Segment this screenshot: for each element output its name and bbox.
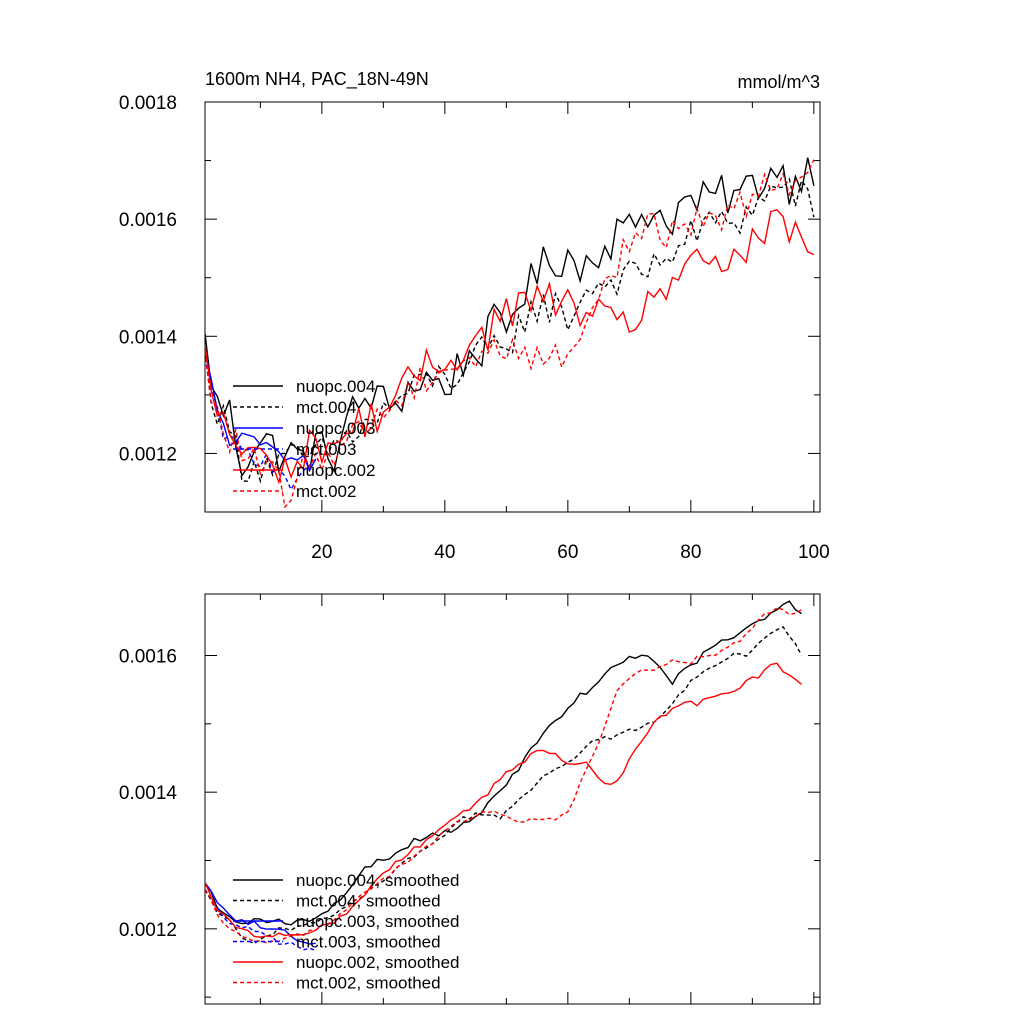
x-tick-label: 80 <box>680 542 701 563</box>
top-x-tick-labels: 20 40 60 80 100 <box>311 542 829 563</box>
legend-label-mct-002-smoothed: mct.002, smoothed <box>296 974 441 993</box>
y-tick-label: 0.0018 <box>119 93 177 114</box>
legend-label-nuopc-004: nuopc.004 <box>296 377 375 396</box>
legend-label-mct-003: mct.003 <box>296 440 356 459</box>
legend-label-nuopc-004-smoothed: nuopc.004, smoothed <box>296 871 460 890</box>
legend-label-nuopc-002-smoothed: nuopc.002, smoothed <box>296 953 460 972</box>
legend-label-mct-004-smoothed: mct.004, smoothed <box>296 892 441 911</box>
bottom-series-lines <box>205 600 803 952</box>
top-panel: 1600m NH4, PAC_18N-49N mmol/m^3 20 40 60 80… <box>119 69 830 563</box>
x-tick-label: 60 <box>557 542 578 563</box>
series-line-nuopc-003-smoothed <box>205 882 316 945</box>
y-tick-label: 0.0014 <box>119 783 178 804</box>
top-y-tick-labels: 0.0012 0.0014 0.0016 0.0018 <box>119 93 178 465</box>
y-tick-label: 0.0014 <box>119 327 178 348</box>
bottom-y-tick-labels: 0.0012 0.0014 0.0016 <box>119 647 178 941</box>
bottom-axis-ticks <box>205 594 820 1004</box>
series-line-mct-002-smoothed <box>205 606 802 944</box>
top-plot-frame <box>204 101 821 513</box>
x-tick-label: 100 <box>798 542 830 563</box>
series-line-nuopc-002 <box>205 209 815 485</box>
top-legend: nuopc.004 mct.004 nuopc.003 mct.003 nuopc.00… <box>233 377 375 501</box>
series-line-mct-004-smoothed <box>205 626 803 945</box>
y-tick-label: 0.0016 <box>119 647 177 668</box>
legend-label-nuopc-003: nuopc.003 <box>296 419 375 438</box>
x-tick-label: 20 <box>311 542 332 563</box>
bottom-plot-frame <box>204 593 821 1005</box>
legend-label-mct-003-smoothed: mct.003, smoothed <box>296 933 441 952</box>
x-tick-label: 40 <box>434 542 455 563</box>
legend-label-mct-002: mct.002 <box>296 482 356 501</box>
top-axis-ticks <box>205 101 820 513</box>
legend-label-nuopc-002: nuopc.002 <box>296 461 375 480</box>
y-tick-label: 0.0012 <box>119 920 177 941</box>
bottom-panel: 0.0012 0.0014 0.0016 nuopc.004, smoothed mc… <box>119 593 821 1005</box>
y-tick-label: 0.0012 <box>119 444 177 465</box>
legend-label-mct-004: mct.004 <box>296 398 356 417</box>
units-label: mmol/m^3 <box>738 72 820 92</box>
series-line-mct-004 <box>205 177 815 484</box>
series-line-nuopc-002-smoothed <box>205 662 802 938</box>
top-series-lines <box>205 157 815 509</box>
series-line-mct-002 <box>205 159 815 509</box>
chart-title: 1600m NH4, PAC_18N-49N <box>205 69 429 90</box>
y-tick-label: 0.0016 <box>119 210 177 231</box>
series-line-nuopc-003 <box>205 352 317 473</box>
legend-label-nuopc-003-smoothed: nuopc.003, smoothed <box>296 912 460 931</box>
series-line-nuopc-004-smoothed <box>205 600 802 926</box>
